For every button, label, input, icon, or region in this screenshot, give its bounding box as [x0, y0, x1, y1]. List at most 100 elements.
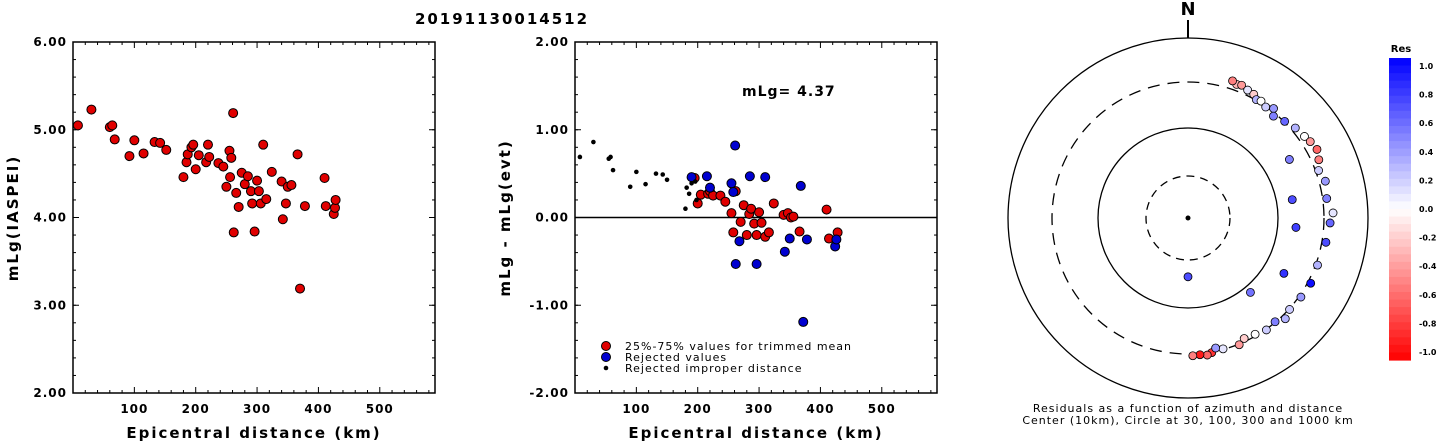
rejected-point [801, 234, 812, 245]
y-tick-label: 0.00 [535, 211, 569, 225]
polar-rings [1007, 37, 1369, 399]
colorbar-swatch [1389, 322, 1411, 331]
distance-ring [1007, 37, 1369, 399]
residual-point [1228, 76, 1237, 86]
trimmed-mean-point [754, 207, 765, 218]
colorbar-swatch [1389, 133, 1411, 142]
colorbar-swatch [1389, 344, 1411, 354]
magnitude-annotation: mLg= 4.37 [742, 84, 836, 100]
trimmed-mean-point [726, 208, 737, 219]
colorbar-swatch [1389, 216, 1411, 225]
panel1-xlabel: Epicentral distance (km) [126, 424, 381, 441]
distance-ring [1097, 127, 1279, 309]
trimmed-mean-point [821, 204, 832, 215]
colorbar-swatch [1389, 80, 1411, 89]
colorbar-swatch [1389, 110, 1411, 119]
colorbar-swatch [1389, 58, 1411, 67]
colorbar-swatch [1389, 299, 1411, 308]
improper-distance-point [686, 191, 692, 197]
rejected-point [734, 236, 745, 247]
residual-point [1328, 208, 1338, 218]
data-point [202, 139, 213, 150]
residual-point [1183, 272, 1193, 282]
x-tick-label: 500 [366, 402, 394, 416]
improper-distance-point [683, 206, 688, 212]
residual-point [1285, 155, 1294, 164]
data-point [124, 151, 135, 162]
x-tick-label: 300 [243, 402, 271, 416]
x-tick-label: 200 [684, 402, 712, 416]
data-point [242, 171, 253, 182]
data-point [138, 148, 149, 159]
data-point [319, 173, 330, 184]
panel2-ylabel: mLg - mLg(evt) [496, 139, 514, 296]
residual-point [1291, 223, 1301, 232]
improper-distance-point [684, 185, 689, 190]
colorbar-swatch [1389, 163, 1411, 172]
rejected-point [704, 182, 715, 193]
rejected-point [726, 178, 737, 189]
colorbar-swatch [1389, 88, 1411, 97]
residual-point [1287, 195, 1297, 205]
colorbar-swatch [1389, 193, 1411, 203]
colorbar-swatch [1389, 254, 1411, 263]
improper-distance-point [591, 139, 596, 145]
colorbar-swatch [1389, 261, 1411, 270]
data-point [252, 175, 263, 186]
data-point [231, 187, 242, 198]
x-tick-label: 100 [120, 402, 148, 416]
improper-distance-point [692, 179, 698, 184]
data-point [277, 214, 288, 225]
colorbar-swatch [1389, 186, 1411, 195]
residual-point [1279, 268, 1289, 278]
rejected-point [730, 140, 741, 151]
colorbar-swatch [1389, 276, 1411, 286]
rejected-point [751, 259, 762, 270]
rejected-point [760, 172, 771, 183]
data-point [129, 135, 140, 146]
colorbar-label: -0.8 [1419, 319, 1437, 328]
y-tick-label: -1.00 [529, 298, 569, 312]
colorbar-swatch [1389, 269, 1411, 278]
panel-residual-vs-distance: 100 200 300 400 500 -2.00 -1.00 0.00 1.00 2.00 mL… [496, 35, 938, 441]
x-tick-label: 300 [745, 402, 773, 416]
residual-point [1290, 123, 1300, 133]
colorbar-swatch [1389, 314, 1411, 323]
rejected-point [798, 316, 809, 327]
y-tick-label: -2.00 [529, 386, 569, 400]
colorbar-swatch [1389, 118, 1411, 127]
data-point [190, 164, 201, 175]
data-point [188, 139, 199, 150]
rejected-point [744, 171, 755, 182]
colorbar-swatch [1389, 178, 1411, 187]
residual-point [1296, 292, 1306, 302]
residual-point [1325, 218, 1335, 228]
rejected-point [701, 171, 712, 182]
residual-point [1321, 237, 1331, 247]
trimmed-mean-point [788, 211, 799, 222]
distance-ring [1051, 81, 1325, 355]
rejected-point [784, 233, 795, 244]
residual-point [1211, 343, 1221, 353]
data-point [228, 108, 239, 119]
colorbar-swatch [1389, 141, 1411, 150]
colorbar-label: -0.2 [1419, 234, 1437, 243]
colorbar: 1.0 0.8 0.6 0.4 0.2 0.0 -0.2 -0.4 -0.6 -0.8 -1.0 [1389, 58, 1437, 361]
improper-distance-point [634, 169, 639, 175]
panel-azimuth-polar: N Residuals as a function of azimuth and… [1007, 0, 1437, 427]
residual-point [1312, 145, 1322, 154]
legend-marker [603, 365, 609, 371]
colorbar-swatch [1389, 73, 1411, 82]
data-point [292, 149, 303, 160]
colorbar-swatch [1389, 239, 1411, 248]
data-point [107, 120, 118, 131]
colorbar-swatch [1389, 171, 1411, 180]
rejected-point [795, 180, 806, 191]
colorbar-swatch [1389, 337, 1411, 346]
trimmed-mean-point [751, 230, 762, 241]
residual-point [1306, 278, 1316, 288]
data-point [280, 198, 291, 209]
improper-distance-point [577, 154, 583, 160]
colorbar-label: -1.0 [1419, 348, 1437, 357]
